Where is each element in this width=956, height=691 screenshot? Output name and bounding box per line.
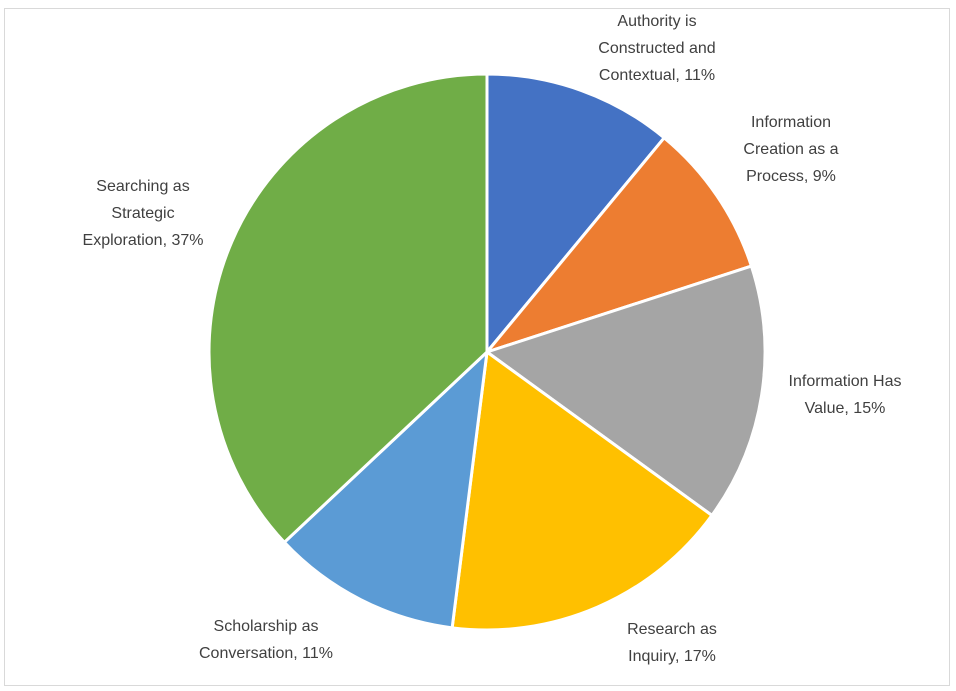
data-label-information-has-value: Information Has Value, 15% (789, 373, 902, 417)
data-label-information-creation-as-a-process: Information Creation as a Process, 9% (743, 114, 838, 185)
pie-slice-research-as-inquiry (450, 350, 714, 632)
data-label-line: Conversation, 11% (199, 645, 333, 662)
data-label-line: Information Has (789, 373, 902, 390)
data-label-line: Research as (627, 621, 717, 638)
pie-slice-authority-is-constructed-and-contextual (485, 72, 666, 354)
data-label-line: Creation as a (743, 141, 838, 158)
data-label-line: Value, 15% (805, 400, 886, 417)
pie-slice-information-creation-as-a-process (485, 136, 753, 354)
pie-slices (207, 72, 767, 632)
pie-data-labels: Authority is Constructed and Contextual, 1… (83, 13, 902, 665)
pie-slice-searching-as-strategic-exploration (207, 72, 489, 544)
data-label-research-as-inquiry: Research as Inquiry, 17% (627, 621, 717, 665)
data-label-line: Searching as (96, 178, 189, 195)
data-label-line: Information (751, 114, 831, 131)
pie-slice-information-has-value (485, 264, 767, 517)
data-label-line: Contextual, 11% (599, 67, 715, 84)
data-label-line: Constructed and (598, 40, 715, 57)
data-label-authority-is-constructed-and-contextual: Authority is Constructed and Contextual, 1… (598, 13, 715, 84)
data-label-line: Exploration, 37% (83, 232, 204, 249)
data-label-line: Process, 9% (746, 168, 836, 185)
data-label-scholarship-as-conversation: Scholarship as Conversation, 11% (199, 618, 333, 662)
data-label-line: Inquiry, 17% (628, 648, 716, 665)
pie-slice-scholarship-as-conversation (282, 350, 489, 630)
data-label-line: Strategic (111, 205, 174, 222)
data-label-searching-as-strategic-exploration: Searching as Strategic Exploration, 37% (83, 178, 204, 249)
data-label-line: Authority is (617, 13, 696, 30)
data-label-line: Scholarship as (214, 618, 319, 635)
